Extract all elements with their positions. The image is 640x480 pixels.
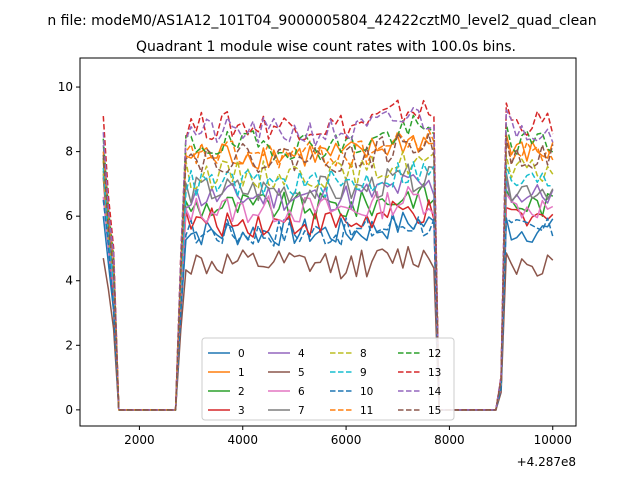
x-tick-label: 6000	[331, 433, 362, 447]
x-tick-label: 10000	[534, 433, 572, 447]
legend-label-0: 0	[238, 348, 245, 360]
legend-label-10: 10	[360, 386, 373, 398]
legend-label-9: 9	[360, 367, 367, 379]
y-tick-label: 4	[65, 274, 73, 288]
x-axis-offset-label: +4.287e8	[517, 455, 576, 469]
series-lines	[102, 99, 554, 411]
y-tick-label: 10	[58, 80, 73, 94]
legend-label-5: 5	[298, 367, 305, 379]
legend-label-13: 13	[428, 367, 441, 379]
y-tick-label: 8	[65, 145, 73, 159]
legend-label-2: 2	[238, 386, 245, 398]
y-tick-label: 6	[65, 209, 73, 223]
x-tick-label: 4000	[227, 433, 258, 447]
legend-label-15: 15	[428, 405, 441, 417]
legend-label-1: 1	[238, 367, 245, 379]
legend-label-12: 12	[428, 348, 441, 360]
legend-box	[201, 337, 455, 421]
legend-label-14: 14	[428, 386, 442, 398]
x-tick-label: 2000	[124, 433, 155, 447]
legend-label-6: 6	[298, 386, 305, 398]
y-tick-label: 0	[65, 403, 73, 417]
legend-label-8: 8	[360, 348, 367, 360]
legend-label-4: 4	[298, 348, 305, 360]
legend-label-3: 3	[238, 405, 245, 417]
plot-frame	[79, 57, 577, 427]
y-tick-label: 2	[65, 338, 73, 352]
legend-label-7: 7	[298, 405, 305, 417]
figure-suptitle: n file: modeM0/AS1A12_101T04_9000005804_…	[47, 13, 596, 29]
x-tick-label: 8000	[434, 433, 465, 447]
chart-title: Quadrant 1 module wise count rates with …	[136, 39, 516, 55]
series-line-15	[102, 132, 554, 411]
legend-label-11: 11	[360, 405, 373, 417]
